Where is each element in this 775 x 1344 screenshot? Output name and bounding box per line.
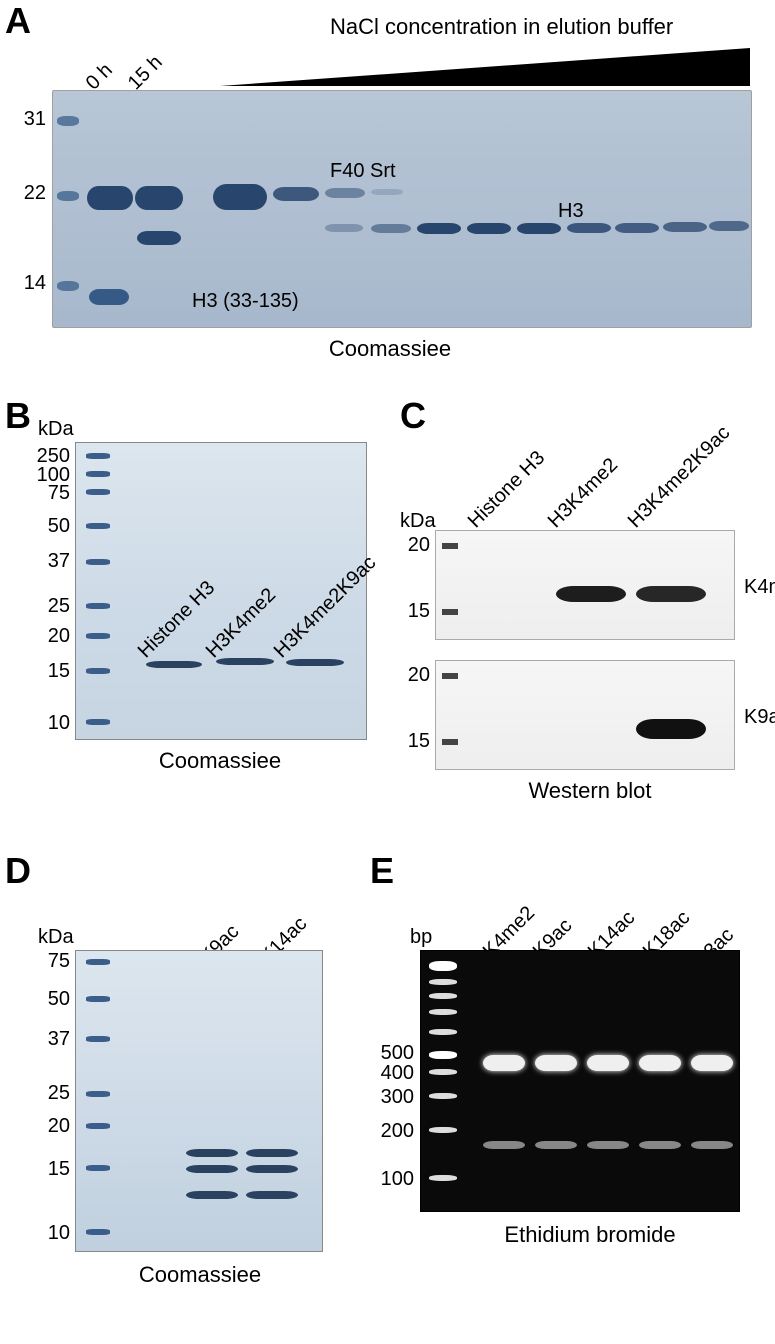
unit-kda-c: kDa (400, 510, 436, 533)
marker-e-1: 400 (372, 1062, 414, 1085)
marker-a-22: 22 (10, 182, 46, 205)
unit-bp-e: bp (410, 926, 432, 949)
marker-b-5: 25 (32, 595, 70, 618)
caption-e: Ethidium bromide (490, 1222, 690, 1248)
marker-d-3: 25 (32, 1082, 70, 1105)
marker-e-4: 100 (372, 1168, 414, 1191)
blot-k9ac (435, 660, 735, 770)
nacl-label: NaCl concentration in elution buffer (330, 14, 673, 40)
unit-kda-b: kDa (38, 418, 74, 441)
marker-b-3: 50 (32, 515, 70, 538)
marker-e-3: 200 (372, 1120, 414, 1143)
marker-d-2: 37 (32, 1028, 70, 1051)
label-f40srt: F40 Srt (330, 160, 396, 183)
caption-d: Coomassiee (120, 1262, 280, 1288)
lane-c-1: H3K4me2 (544, 454, 623, 533)
marker-e-2: 300 (372, 1086, 414, 1109)
marker-c1-20: 20 (396, 534, 430, 557)
lane-c-0: Histone H3 (464, 447, 550, 533)
lane-label-15h: 15 h (124, 51, 168, 95)
unit-kda-d: kDa (38, 926, 74, 949)
marker-b-2: 75 (32, 482, 70, 505)
panel-label-a: A (5, 0, 31, 42)
marker-d-6: 10 (32, 1222, 70, 1245)
gel-panel-e (420, 950, 740, 1212)
marker-c2-15: 15 (396, 730, 430, 753)
marker-d-1: 50 (32, 988, 70, 1011)
label-h3frag: H3 (33-135) (192, 290, 299, 313)
marker-b-7: 15 (32, 660, 70, 683)
marker-d-4: 20 (32, 1115, 70, 1138)
marker-a-31: 31 (10, 108, 46, 131)
lane-c-2: H3K4me2K9ac (624, 422, 735, 533)
panel-label-c: C (400, 395, 426, 437)
gel-panel-d (75, 950, 323, 1252)
marker-c1-15: 15 (396, 600, 430, 623)
label-h3: H3 (558, 200, 584, 223)
panel-label-b: B (5, 395, 31, 437)
blot2-label: K9ac (744, 706, 775, 729)
panel-label-d: D (5, 850, 31, 892)
blot-k4me2 (435, 530, 735, 640)
marker-b-4: 37 (32, 550, 70, 573)
caption-c: Western blot (500, 778, 680, 804)
panel-label-e: E (370, 850, 394, 892)
gel-panel-b (75, 442, 367, 740)
marker-b-8: 10 (32, 712, 70, 735)
caption-a: Coomassiee (310, 336, 470, 362)
caption-b: Coomassiee (140, 748, 300, 774)
blot1-label: K4me2 (744, 576, 775, 599)
gradient-wedge (220, 48, 750, 88)
marker-a-14: 14 (10, 272, 46, 295)
marker-d-5: 15 (32, 1158, 70, 1181)
marker-b-6: 20 (32, 625, 70, 648)
gel-panel-a (52, 90, 752, 328)
marker-d-0: 75 (32, 950, 70, 973)
marker-c2-20: 20 (396, 664, 430, 687)
